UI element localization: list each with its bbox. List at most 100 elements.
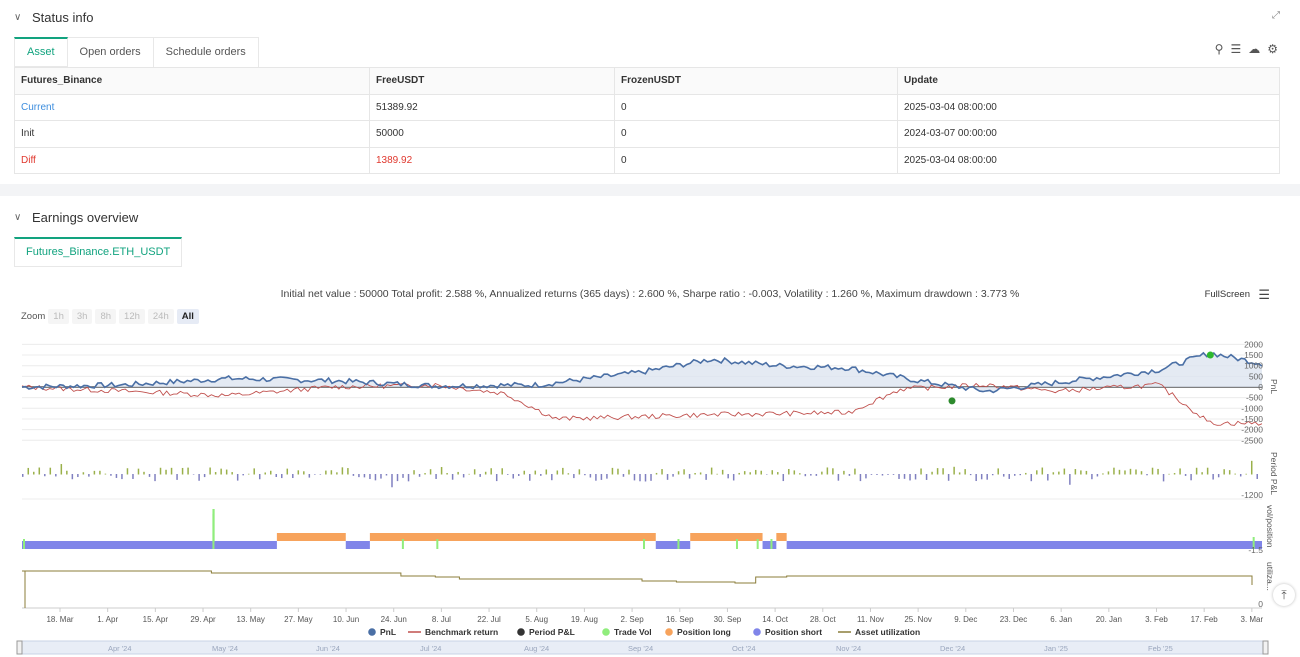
period-bar <box>810 474 812 476</box>
tab-futures-binance-eth-usdt[interactable]: Futures_Binance.ETH_USDT <box>14 237 183 267</box>
table-cell: 2025-03-04 08:00:00 <box>897 146 1280 174</box>
row-label-diff: Diff <box>14 146 370 174</box>
period-bar <box>991 474 994 476</box>
period-bar <box>986 474 988 480</box>
y-tick-label: -2000 <box>1241 425 1263 435</box>
earnings-tabs: Futures_Binance.ETH_USDT <box>14 237 183 267</box>
chevron-down-icon[interactable]: ∨ <box>14 211 22 223</box>
period-bar <box>540 474 542 476</box>
zoom-all-button[interactable]: All <box>176 309 199 324</box>
list-icon[interactable]: ☰ <box>1230 42 1242 56</box>
navigator-label: Aug '24 <box>524 644 549 653</box>
zoom-label: Zoom <box>21 311 46 322</box>
period-bar <box>920 468 922 475</box>
scroll-to-top-button[interactable]: ⤒ <box>1273 584 1295 606</box>
benchmark-series <box>21 382 1263 426</box>
table-row: Init 50000 0 2024-03-07 00:00:00 <box>14 120 1280 148</box>
legend-marker <box>517 628 525 636</box>
expand-icon[interactable]: ⤢ <box>1272 10 1280 21</box>
zoom-3h-button[interactable]: 3h <box>71 309 93 324</box>
table-cell: 1389.92 <box>369 146 615 174</box>
period-bar <box>121 474 123 480</box>
cloud-download-icon[interactable]: ☁ <box>1248 42 1261 56</box>
x-tick-label: 16. Sep <box>666 615 694 624</box>
period-bar <box>1063 468 1066 475</box>
period-bar <box>727 474 729 479</box>
status-section-header[interactable]: ∨ Status info <box>0 0 93 34</box>
chevron-down-icon[interactable]: ∨ <box>14 11 22 23</box>
x-tick-label: 29. Apr <box>190 615 216 624</box>
trade-vol-bar <box>212 509 215 542</box>
period-bar <box>55 474 57 477</box>
gear-icon[interactable]: ⚙ <box>1267 42 1278 56</box>
period-bar <box>1173 473 1176 475</box>
period-bar <box>589 474 592 478</box>
x-tick-label: 20. Jan <box>1096 615 1122 624</box>
period-bar <box>975 474 977 482</box>
period-bar <box>446 473 448 475</box>
period-bar <box>1217 474 1220 478</box>
period-bar <box>440 467 443 475</box>
earnings-chart[interactable]: 2000150010005000-500-1000-1500-2000-2500… <box>0 327 1300 657</box>
section-divider <box>0 184 1300 196</box>
period-bar <box>49 467 52 475</box>
period-bar <box>584 474 586 476</box>
y-tick-label: 1500 <box>1244 350 1263 360</box>
trade-vol-bar <box>756 539 759 549</box>
period-bar <box>617 468 619 475</box>
period-bar <box>1025 472 1027 475</box>
utilization-series <box>22 570 1253 608</box>
navigator-label: Jun '24 <box>316 644 340 653</box>
period-bar <box>969 474 972 476</box>
tab-open-orders[interactable]: Open orders <box>67 37 154 68</box>
period-bar <box>192 474 195 475</box>
y-tick-label: -1000 <box>1241 403 1263 413</box>
period-bar <box>909 474 911 481</box>
table-row: Diff 1389.92 0 2025-03-04 08:00:00 <box>14 146 1280 174</box>
zoom-24h-button[interactable]: 24h <box>147 309 174 324</box>
row-label-current[interactable]: Current <box>14 93 370 121</box>
y-tick-label: -1500 <box>1241 414 1263 424</box>
zoom-12h-button[interactable]: 12h <box>119 309 145 324</box>
earnings-section-header[interactable]: ∨ Earnings overview <box>0 200 138 234</box>
x-tick-label: 5. Aug <box>525 615 548 624</box>
zoom-8h-button[interactable]: 8h <box>95 309 117 324</box>
period-bar <box>418 474 421 477</box>
status-tabs: Asset Open orders Schedule orders <box>14 37 259 68</box>
table-cell: 2025-03-04 08:00:00 <box>897 93 1280 121</box>
period-bar <box>468 473 470 475</box>
navigator-label: Sep '24 <box>628 644 653 653</box>
period-bar <box>198 474 200 481</box>
period-bar <box>176 474 178 480</box>
period-bar <box>523 470 526 475</box>
tab-schedule-orders[interactable]: Schedule orders <box>153 37 259 68</box>
period-bar <box>308 474 311 478</box>
period-bar <box>1002 474 1005 477</box>
period-bar <box>352 474 355 476</box>
zoom-1h-button[interactable]: 1h <box>48 309 69 324</box>
navigator-label: Feb '25 <box>1148 644 1173 653</box>
period-bar <box>27 467 30 475</box>
period-bar <box>1146 474 1148 476</box>
period-bar <box>710 467 713 475</box>
search-icon[interactable]: ⚲ <box>1214 42 1224 56</box>
period-bar <box>148 474 151 477</box>
chart-menu-icon[interactable]: ☰ <box>1258 287 1270 302</box>
x-tick-label: 3. Feb <box>1145 615 1168 624</box>
fullscreen-button[interactable]: FullScreen <box>1204 289 1250 300</box>
period-bar <box>1058 471 1060 475</box>
legend-item: Asset utilization <box>855 627 920 637</box>
period-bar <box>258 474 261 480</box>
performance-summary: Initial net value : 50000 Total profit: … <box>280 288 1020 300</box>
period-bar <box>1190 474 1192 481</box>
period-bar <box>236 474 239 481</box>
period-bar <box>330 470 333 475</box>
navigator-handle-right <box>1262 640 1269 655</box>
period-bar <box>788 468 790 475</box>
period-bar <box>225 469 228 475</box>
tab-asset[interactable]: Asset <box>14 37 68 67</box>
period-bar <box>732 474 735 481</box>
navigator-label: Nov '24 <box>836 644 861 653</box>
period-bar <box>1195 467 1198 475</box>
period-bar <box>181 467 184 475</box>
